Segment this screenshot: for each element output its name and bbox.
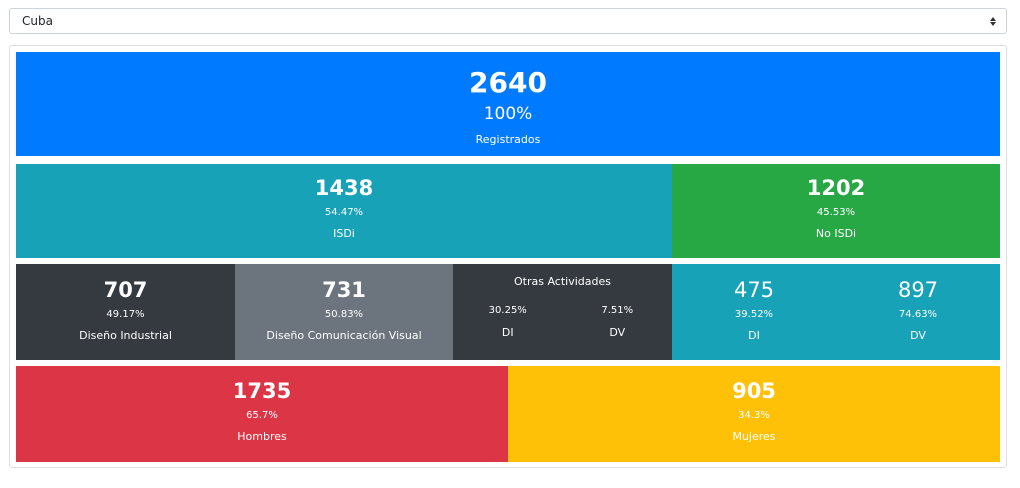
- total-percent: 100%: [483, 104, 533, 124]
- no-isdi-dv-label: DV: [910, 329, 926, 342]
- otras-di-percent: 30.25%: [488, 305, 527, 316]
- hombres-percent: 65.7%: [246, 410, 278, 421]
- no-isdi-split: 475 39.52% DI 897 74.63% DV: [672, 277, 1000, 360]
- isdi-block: 1438 54.47% ISDi: [16, 164, 672, 258]
- mujeres-block: 905 34.3% Mujeres: [508, 366, 1000, 462]
- breakdown-row: 707 49.17% Diseño Industrial 731 50.83% …: [16, 264, 1000, 360]
- hombres-block: 1735 65.7% Hombres: [16, 366, 508, 462]
- di-block: 707 49.17% Diseño Industrial: [16, 264, 235, 360]
- no-isdi-di-percent: 39.52%: [734, 309, 774, 320]
- otras-dv: 7.51% DV: [563, 304, 673, 340]
- otras-title: Otras Actividades: [514, 275, 611, 288]
- isdi-label: ISDi: [333, 227, 355, 240]
- otras-di-label: DI: [501, 326, 514, 339]
- otras-di: 30.25% DI: [453, 304, 563, 340]
- no-isdi-block: 1202 45.53% No ISDi: [672, 164, 1000, 258]
- mujeres-percent: 34.3%: [738, 410, 770, 421]
- mujeres-label: Mujeres: [732, 430, 776, 443]
- no-isdi-split-block: 475 39.52% DI 897 74.63% DV: [672, 264, 1000, 360]
- no-isdi-dv: 897 74.63% DV: [836, 277, 1000, 360]
- total-block: 2640 100% Registrados: [16, 52, 1000, 156]
- no-isdi-di: 475 39.52% DI: [672, 277, 836, 360]
- country-select-value: Cuba: [22, 14, 53, 28]
- isdi-percent: 54.47%: [324, 207, 364, 218]
- total-row: 2640 100% Registrados: [16, 52, 1000, 156]
- no-isdi-di-label: DI: [748, 329, 760, 342]
- dcv-count: 731: [322, 278, 366, 302]
- no-isdi-dv-percent: 74.63%: [898, 309, 938, 320]
- hombres-count: 1735: [232, 379, 292, 403]
- otras-split: 30.25% DI 7.51% DV: [453, 304, 672, 340]
- mujeres-count: 905: [732, 379, 776, 403]
- isdi-row: 1438 54.47% ISDi 1202 45.53% No ISDi: [16, 164, 1000, 258]
- gender-row: 1735 65.7% Hombres 905 34.3% Mujeres: [16, 366, 1000, 462]
- di-label: Diseño Industrial: [79, 329, 172, 342]
- country-select[interactable]: Cuba: [9, 8, 1007, 34]
- otras-dv-percent: 7.51%: [601, 305, 634, 316]
- dcv-block: 731 50.83% Diseño Comunicación Visual: [235, 264, 453, 360]
- total-label: Registrados: [475, 133, 541, 146]
- hombres-label: Hombres: [237, 430, 287, 443]
- otras-block: Otras Actividades 30.25% DI 7.51% DV: [453, 264, 672, 360]
- select-arrows-icon: [989, 9, 997, 33]
- otras-dv-label: DV: [609, 326, 626, 339]
- dcv-label: Diseño Comunicación Visual: [266, 329, 422, 342]
- isdi-count: 1438: [314, 176, 374, 200]
- di-percent: 49.17%: [106, 309, 145, 320]
- no-isdi-label: No ISDi: [815, 227, 857, 240]
- di-count: 707: [103, 278, 148, 302]
- no-isdi-count: 1202: [806, 176, 866, 200]
- no-isdi-percent: 45.53%: [816, 207, 856, 218]
- no-isdi-dv-count: 897: [897, 278, 939, 302]
- total-count: 2640: [469, 66, 547, 99]
- dcv-percent: 50.83%: [324, 309, 364, 320]
- no-isdi-di-count: 475: [733, 278, 775, 302]
